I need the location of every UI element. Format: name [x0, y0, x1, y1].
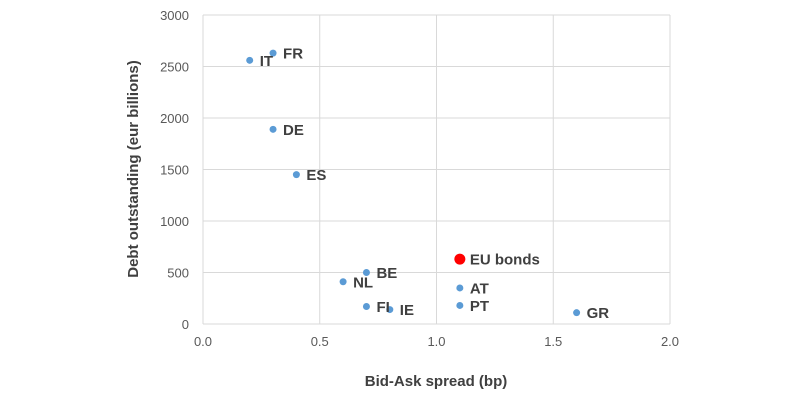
data-point — [339, 278, 347, 286]
y-tick-label: 500 — [167, 266, 189, 281]
data-point — [362, 269, 370, 276]
data-point — [386, 306, 394, 314]
point-label: EU bonds — [470, 252, 540, 269]
y-tick-label: 0 — [182, 317, 189, 332]
data-point — [573, 309, 581, 317]
y-axis-title: Debt outstanding (eur billions) — [125, 60, 142, 278]
tick-labels: 0.0 0.5 1.0 1.5 2.0 0 500 1000 1500 2000 2500 3000 — [160, 8, 679, 349]
x-tick-label: 0.5 — [311, 334, 329, 349]
x-tick-label: 1.0 — [427, 334, 445, 349]
data-point — [246, 56, 254, 64]
point-label: DE — [283, 122, 304, 139]
x-tick-label: 1.5 — [544, 334, 562, 349]
y-tick-label: 3000 — [160, 8, 189, 23]
eu-bonds-point — [454, 253, 466, 265]
y-tick-label: 2000 — [160, 111, 189, 126]
y-tick-label: 1000 — [160, 214, 189, 229]
point-label: IE — [400, 302, 414, 319]
data-points — [246, 49, 581, 317]
grid-lines — [202, 14, 671, 325]
point-label: BE — [376, 265, 397, 282]
y-tick-label: 2500 — [160, 60, 189, 75]
data-point — [269, 49, 277, 57]
data-point — [362, 302, 370, 310]
point-label: NL — [353, 274, 373, 291]
point-label: IT — [260, 53, 273, 70]
y-tick-label: 1500 — [160, 163, 189, 178]
data-point — [292, 171, 300, 179]
x-axis-title: Bid-Ask spread (bp) — [365, 373, 508, 390]
x-tick-label: 2.0 — [661, 334, 679, 349]
point-label: AT — [470, 280, 489, 297]
point-label: ES — [306, 167, 326, 184]
point-label: PT — [470, 298, 489, 315]
data-point — [269, 125, 277, 133]
x-tick-label: 0.0 — [194, 334, 212, 349]
point-label: FI — [376, 299, 389, 316]
data-point — [456, 284, 464, 292]
point-label: GR — [587, 305, 610, 322]
point-label: FR — [283, 46, 303, 63]
data-point — [456, 301, 464, 309]
